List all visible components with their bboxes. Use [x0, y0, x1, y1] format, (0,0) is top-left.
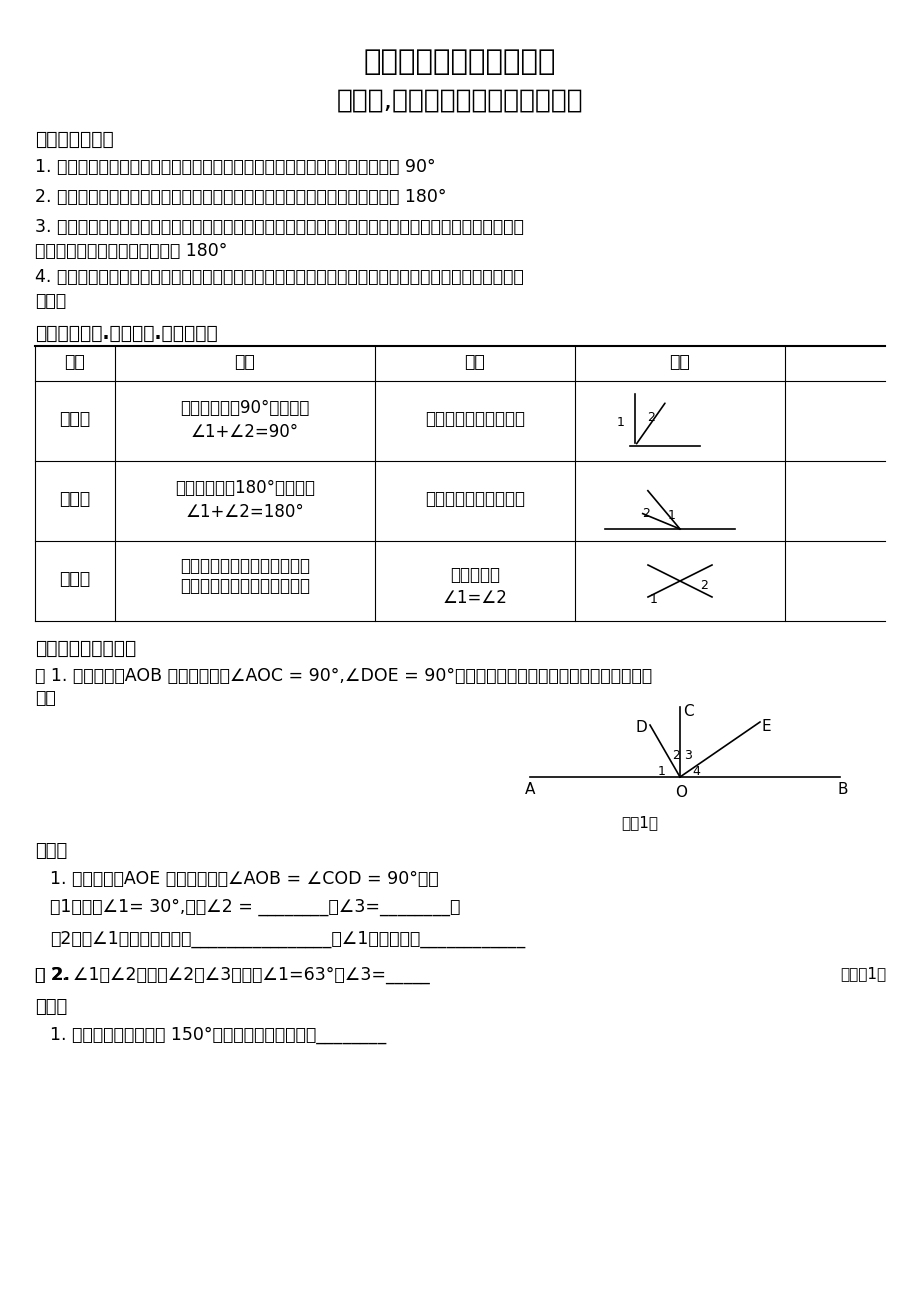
Text: B: B — [837, 783, 847, 797]
Text: 3. 邻补角：是两条直线相交构成的四个角中有一条公共边且另一条边互为反向延长线的两个角，每个角的: 3. 邻补角：是两条直线相交构成的四个角中有一条公共边且另一条边互为反向延长线的… — [35, 217, 523, 236]
Text: 1. 如图所示，AOE 是一条直线，∠AOB = ∠COD = 90°，则: 1. 如图所示，AOE 是一条直线，∠AOB = ∠COD = 90°，则 — [50, 870, 438, 888]
Text: 图形: 图形 — [669, 353, 689, 371]
Text: 1: 1 — [617, 417, 624, 428]
Text: 互余角: 互余角 — [60, 410, 90, 428]
Text: （例1）: （例1） — [621, 815, 658, 829]
Text: 1: 1 — [650, 592, 657, 605]
Text: （1）如果∠1= 30°,那么∠2 = ________，∠3=________。: （1）如果∠1= 30°,那么∠2 = ________，∠3=________… — [50, 898, 460, 917]
Text: 的？: 的？ — [35, 689, 56, 707]
Text: 分别是另一角两边反向延长线: 分别是另一角两边反向延长线 — [180, 577, 310, 595]
Text: 对顶角相等: 对顶角相等 — [449, 566, 499, 585]
Text: 相等。: 相等。 — [35, 292, 66, 310]
Text: 二、互为余角.互为补角.对顶角比较: 二、互为余角.互为补角.对顶角比较 — [35, 324, 218, 342]
Text: 4: 4 — [691, 766, 699, 779]
Text: 两直线相交而成的一个角两边: 两直线相交而成的一个角两边 — [180, 557, 310, 575]
Text: 1: 1 — [667, 509, 675, 522]
Text: O: O — [675, 785, 686, 799]
Text: 对顶角: 对顶角 — [60, 570, 90, 589]
Text: 2: 2 — [646, 411, 654, 424]
Text: ∠1+∠2=180°: ∠1+∠2=180° — [186, 503, 304, 521]
Text: 例 2.: 例 2. — [35, 966, 70, 984]
Text: 1. 如果一个角的补角是 150°，那么这个角的余角是________: 1. 如果一个角的补角是 150°，那么这个角的余角是________ — [50, 1026, 386, 1044]
Text: 定义: 定义 — [234, 353, 255, 371]
Text: 2. 补角：如果两个角的和是平角，那么称这两个角互为补角，这两个角的和是 180°: 2. 补角：如果两个角的和是平角，那么称这两个角互为补角，这两个角的和是 180… — [35, 187, 446, 206]
Text: 练习：: 练习： — [35, 842, 67, 861]
Text: 同角或等角的余角相等: 同角或等角的余角相等 — [425, 410, 525, 428]
Text: （余角,补角以及相交线与平行线）: （余角,补角以及相交线与平行线） — [336, 89, 583, 115]
Text: 2: 2 — [671, 749, 679, 762]
Text: 练习：: 练习： — [35, 999, 67, 1016]
Text: 例 2. ∠1和∠2互余，∠2和∠3互补，∠1=63°，∠3=_____: 例 2. ∠1和∠2互余，∠2和∠3互补，∠1=63°，∠3=_____ — [35, 966, 429, 984]
Text: 邻补角有两个。这两个角的和是 180°: 邻补角有两个。这两个角的和是 180° — [35, 242, 227, 260]
Text: A: A — [525, 783, 535, 797]
Text: （练习1）: （练习1） — [839, 966, 885, 980]
Text: D: D — [635, 720, 647, 736]
Text: ∠1=∠2: ∠1=∠2 — [442, 589, 507, 607]
Text: 两个角和等于90°（直角）: 两个角和等于90°（直角） — [180, 398, 310, 417]
Text: 2: 2 — [699, 579, 707, 592]
Text: 一、考点讲解：: 一、考点讲解： — [35, 130, 114, 148]
Text: 4. 对顶角：如果两个角有公共顶点，并且它们的两边互为反向延长线，这样的两个角叫做对顶角。对顶角: 4. 对顶角：如果两个角有公共顶点，并且它们的两边互为反向延长线，这样的两个角叫… — [35, 268, 523, 286]
Text: 初一数学寒假培优训练一: 初一数学寒假培优训练一 — [363, 48, 556, 76]
Text: 项目: 项目 — [64, 353, 85, 371]
Text: 两个角和等于180°（平角）: 两个角和等于180°（平角） — [175, 479, 314, 497]
Text: 三、经典例题剖析：: 三、经典例题剖析： — [35, 639, 136, 658]
Text: （2）和∠1互为余角的角有________________和∠1相等的角有____________: （2）和∠1互为余角的角有________________和∠1相等的角有___… — [50, 930, 525, 948]
Text: 互补角: 互补角 — [60, 490, 90, 508]
Text: 2: 2 — [641, 506, 649, 519]
Text: 性质: 性质 — [464, 353, 485, 371]
Text: ∠1+∠2=90°: ∠1+∠2=90° — [191, 423, 299, 441]
Text: C: C — [682, 704, 693, 719]
Text: 1. 余角：如果两个角的和是直角，那么称这两个角互为余角，这两个角的和是 90°: 1. 余角：如果两个角的和是直角，那么称这两个角互为余角，这两个角的和是 90° — [35, 158, 436, 176]
Text: 同角或等角的补角相等: 同角或等角的补角相等 — [425, 490, 525, 508]
Text: 1: 1 — [657, 766, 665, 779]
Text: 3: 3 — [683, 749, 691, 762]
Text: 例 1. 如图所示，AOB 是一条直线，∠AOC = 90°,∠DOE = 90°，问图中互余的角有哪几对？哪些角是相等: 例 1. 如图所示，AOB 是一条直线，∠AOC = 90°,∠DOE = 90… — [35, 667, 652, 685]
Text: E: E — [761, 719, 771, 734]
